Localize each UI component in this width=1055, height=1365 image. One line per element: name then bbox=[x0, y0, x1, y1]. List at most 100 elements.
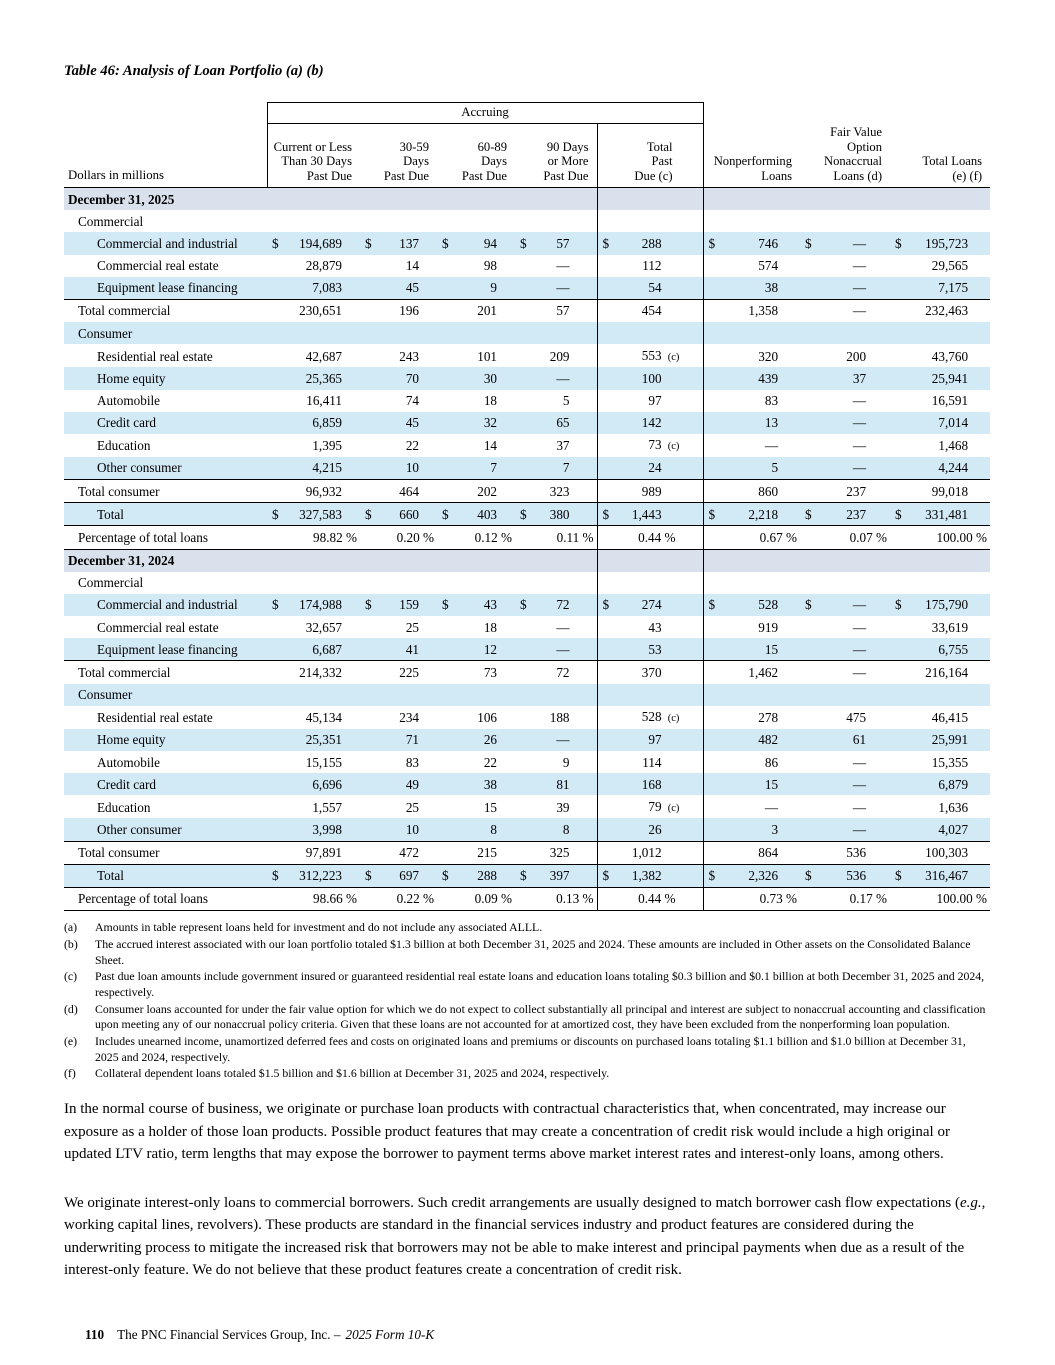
value-cell: 100.00 % bbox=[890, 887, 991, 912]
value-cell: $175,790 bbox=[890, 593, 991, 617]
value-cell: 18 bbox=[437, 616, 515, 638]
value-cell bbox=[890, 683, 991, 706]
value-cell: $237 bbox=[800, 502, 891, 527]
cell-value: 112 bbox=[642, 258, 662, 274]
cell-value: 0.11 % bbox=[556, 529, 594, 545]
row-label: Other consumer bbox=[64, 818, 267, 842]
value-cell bbox=[437, 549, 515, 572]
paragraph-text: , working capital lines, revolvers). The… bbox=[64, 1194, 986, 1279]
cell-value: — bbox=[852, 597, 867, 613]
footnote: (b) The accrued interest associated with … bbox=[64, 937, 990, 968]
dollar-sign: $ bbox=[805, 235, 812, 251]
cell-value: 439 bbox=[758, 370, 779, 386]
cell-value: 79 bbox=[648, 798, 662, 814]
cell-value: 574 bbox=[758, 258, 779, 274]
row-label: Total consumer bbox=[64, 479, 267, 503]
value-cell: 864 bbox=[702, 840, 801, 865]
value-cell bbox=[267, 572, 360, 594]
value-cell: $194,689 bbox=[267, 232, 360, 255]
table-row: Equipment lease financing 7,083 45 9 — 54 38 — 7… bbox=[64, 276, 991, 300]
value-cell: 57 bbox=[515, 298, 597, 323]
header-spacer bbox=[800, 103, 890, 124]
row-label: Automobile bbox=[97, 754, 161, 770]
value-cell: 73 bbox=[437, 660, 515, 684]
value-cell: 15 bbox=[437, 795, 515, 818]
cell-value: 16,591 bbox=[931, 393, 969, 409]
cell-value: 57 bbox=[556, 303, 570, 319]
value-cell: 188 bbox=[515, 706, 597, 729]
cell-value: 214,332 bbox=[299, 664, 342, 680]
value-cell: 24 bbox=[596, 456, 704, 480]
value-cell: $43 bbox=[437, 593, 515, 617]
cell-value: — bbox=[852, 460, 867, 476]
dollar-sign: $ bbox=[602, 597, 610, 613]
cell-value: 106 bbox=[477, 710, 497, 726]
value-cell: 4,244 bbox=[890, 456, 991, 480]
table-row: Commercial and industrial $194,689 $137 $94… bbox=[64, 232, 991, 255]
value-cell bbox=[515, 187, 597, 211]
value-cell: 0.20 % bbox=[360, 525, 437, 550]
value-cell: 41 bbox=[360, 638, 437, 661]
value-cell: $1,382 bbox=[596, 863, 704, 888]
footnote: (f) Collateral dependent loans totaled $1… bbox=[64, 1066, 990, 1082]
value-cell: 12 bbox=[437, 638, 515, 661]
dollar-sign: $ bbox=[520, 506, 527, 522]
accruing-group-row: Accruing bbox=[64, 102, 990, 124]
cell-value: 22 bbox=[483, 754, 497, 770]
value-cell: — bbox=[800, 298, 891, 323]
cell-value: 1,462 bbox=[748, 664, 779, 680]
table-header: Accruing Dollars in millions Current or … bbox=[64, 102, 991, 189]
loan-table-body: December 31, 2025 Commercial Commercial an… bbox=[64, 187, 991, 912]
cell-value: 454 bbox=[641, 303, 662, 319]
value-cell: 42,687 bbox=[267, 344, 360, 367]
cell-value: 0.73 % bbox=[759, 891, 798, 907]
value-cell: $159 bbox=[360, 593, 437, 617]
value-cell: 100,303 bbox=[890, 840, 991, 865]
value-cell: 1,636 bbox=[890, 795, 990, 818]
value-cell: 0.22 % bbox=[360, 887, 437, 912]
cell-value: 7,014 bbox=[938, 415, 969, 431]
cell-value: 39 bbox=[556, 799, 570, 815]
footnote-text: Collateral dependent loans totaled $1.5 … bbox=[95, 1066, 610, 1081]
row-label: Commercial real estate bbox=[97, 619, 219, 635]
value-cell: 237 bbox=[800, 479, 891, 503]
cell-value: 3,998 bbox=[312, 821, 342, 837]
cell-value: 2,218 bbox=[748, 506, 779, 522]
cell-value: — bbox=[852, 821, 867, 837]
header-spacer bbox=[703, 103, 800, 124]
value-cell bbox=[360, 187, 437, 211]
value-cell: $2,326 bbox=[702, 863, 801, 888]
cell-value: 278 bbox=[758, 710, 779, 726]
cell-value: 325 bbox=[549, 845, 570, 861]
value-cell: 0.11 % bbox=[515, 525, 597, 550]
value-cell bbox=[890, 187, 991, 211]
dollar-sign: $ bbox=[805, 506, 812, 522]
value-cell: $397 bbox=[515, 863, 597, 888]
table-row: Commercial real estate 32,657 25 18 — 43 919 — 3… bbox=[64, 616, 990, 639]
table-row: Percentage of total loans 98.82 % 0.20 % 0.… bbox=[64, 525, 991, 550]
cell-value: — bbox=[852, 664, 867, 680]
value-cell: 106 bbox=[437, 706, 515, 729]
cell-value: 25,991 bbox=[931, 732, 969, 748]
cell-value: 201 bbox=[477, 303, 497, 319]
cell-value: 864 bbox=[758, 845, 779, 861]
dollar-sign: $ bbox=[602, 235, 610, 251]
value-cell: — bbox=[800, 795, 890, 818]
dollar-sign: $ bbox=[365, 506, 372, 522]
body-paragraph: We originate interest-only loans to comm… bbox=[64, 1192, 990, 1282]
value-cell: 0.73 % bbox=[702, 887, 801, 912]
table-row: Total $312,223 $697 $288 $397 $1,382 $2,326 $53… bbox=[64, 863, 991, 888]
value-cell: $312,223 bbox=[267, 863, 360, 888]
value-cell bbox=[596, 549, 704, 572]
value-cell: 74 bbox=[360, 390, 437, 412]
value-cell: 142 bbox=[596, 411, 704, 434]
value-cell: 53 bbox=[596, 638, 704, 661]
cell-value: 13 bbox=[764, 415, 779, 431]
cell-value: 7 bbox=[562, 460, 570, 476]
row-label: Equipment lease financing bbox=[64, 638, 267, 661]
cell-value: 28,879 bbox=[305, 258, 342, 274]
value-cell: 71 bbox=[360, 728, 437, 752]
value-cell bbox=[800, 572, 890, 594]
cell-value: 1,358 bbox=[748, 303, 779, 319]
cell-value: 188 bbox=[549, 710, 570, 726]
